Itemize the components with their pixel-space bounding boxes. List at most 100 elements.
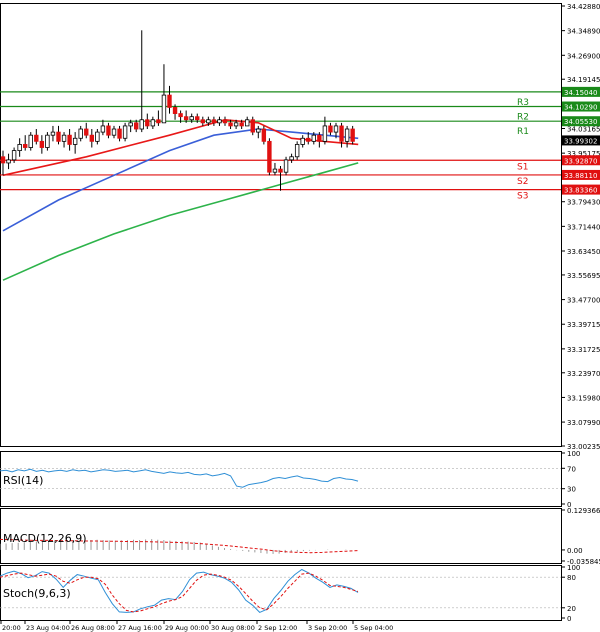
stoch-main-line (0, 568, 359, 613)
candle (256, 125, 261, 139)
candle-body (156, 119, 161, 124)
level-value-s1: 33.92870 (564, 157, 597, 165)
price-label: 33.71440 (567, 223, 600, 231)
candle (344, 125, 350, 148)
candle (56, 125, 61, 145)
candle (34, 129, 39, 145)
time-label: 2 Sep 12:00 (258, 624, 297, 632)
candle-body (272, 168, 278, 173)
candle (61, 132, 67, 148)
candle-body (322, 125, 328, 142)
candle (239, 119, 244, 130)
pivot-levels: R3 34.15040 R2 34.10290 R1 34.05530 S1 33.92870… (0, 86, 600, 202)
candle (106, 122, 111, 139)
candle-body (183, 116, 189, 121)
panel-frame (0, 3, 562, 447)
candle-body (217, 119, 222, 124)
level-name-s3: S3 (517, 192, 528, 202)
candle (195, 113, 200, 123)
panel-frame (0, 508, 562, 564)
candle-body (333, 125, 339, 133)
level-value-s3: 33.83360 (564, 187, 597, 195)
current-price-label: 33.99302 (564, 137, 597, 145)
level-name-r2: R2 (517, 113, 529, 123)
candle (95, 129, 100, 145)
price-label: 34.42880 (567, 3, 600, 11)
candle (39, 135, 45, 154)
candle (228, 119, 233, 130)
candle-body (84, 128, 89, 136)
ma-mid-line (2, 128, 359, 232)
macd-label: MACD(12,26,9) (3, 532, 87, 545)
candle-body (300, 137, 305, 145)
candle-body (289, 156, 294, 161)
candle (128, 119, 133, 133)
candle-body (145, 119, 150, 127)
candle (350, 125, 355, 145)
candle-body (22, 144, 28, 148)
time-label: 3 Sep 20:00 (308, 624, 347, 632)
price-label: 34.26900 (567, 52, 600, 60)
candle (117, 125, 122, 142)
candle (72, 132, 78, 154)
candles (0, 30, 355, 191)
candle (222, 116, 228, 126)
candle (145, 113, 150, 130)
candle-body (6, 159, 11, 164)
time-label: 26 Aug 08:00 (71, 624, 115, 632)
level-badge (562, 86, 600, 97)
candle (211, 116, 217, 126)
level-value-s2: 33.88110 (564, 172, 597, 180)
candle (294, 141, 300, 160)
candle (167, 85, 172, 114)
candle-body (195, 116, 200, 121)
level-badge (562, 101, 600, 112)
candle-body (72, 137, 78, 145)
candle (200, 116, 205, 126)
price-axis: 34.42880 34.34890 34.26900 34.19145 34.03165… (561, 3, 600, 451)
candle-body (78, 128, 83, 139)
candle-body (67, 134, 72, 145)
level-name-r1: R1 (517, 127, 529, 137)
candle-body (311, 134, 316, 142)
candle-body (89, 134, 94, 142)
candle-body (306, 137, 311, 142)
price-label: 34.19145 (567, 76, 600, 84)
candle (133, 119, 139, 133)
time-label: 20:00 (2, 624, 21, 632)
time-label: 5 Sep 04:00 (354, 624, 393, 632)
candle (139, 30, 144, 133)
panel-frame (0, 451, 562, 507)
stoch-label: Stoch(9,6,3) (3, 587, 71, 600)
price-label: 33.95175 (567, 150, 600, 158)
stoch-panel: Stoch(9,6,3) 100 80 20 0 (0, 564, 580, 623)
rsi-line (0, 468, 359, 488)
level-name-r3: R3 (517, 98, 529, 108)
candle (317, 132, 322, 148)
moving-averages (2, 118, 359, 281)
candle-body (189, 116, 194, 121)
candle (189, 113, 194, 123)
indicator-level-label: 70 (567, 465, 576, 473)
candle-body (111, 128, 117, 136)
candle-body (150, 119, 156, 127)
candle-body (222, 119, 228, 124)
time-label: 23 Aug 04:00 (26, 624, 70, 632)
candle-body (133, 122, 139, 130)
level-badge (562, 169, 600, 180)
candle (17, 138, 22, 157)
stoch-signal-line (0, 572, 359, 613)
price-label: 33.47700 (567, 297, 600, 305)
candle-body (317, 134, 322, 142)
level-value-r1: 34.05530 (564, 118, 597, 126)
indicator-level-label: 0 (567, 501, 571, 509)
candle-body (128, 122, 133, 127)
candle-body (344, 128, 350, 142)
price-label: 33.63450 (567, 248, 600, 256)
candle-body (39, 140, 45, 148)
candle (0, 150, 6, 176)
candle-body (28, 134, 33, 148)
candle (111, 125, 117, 139)
